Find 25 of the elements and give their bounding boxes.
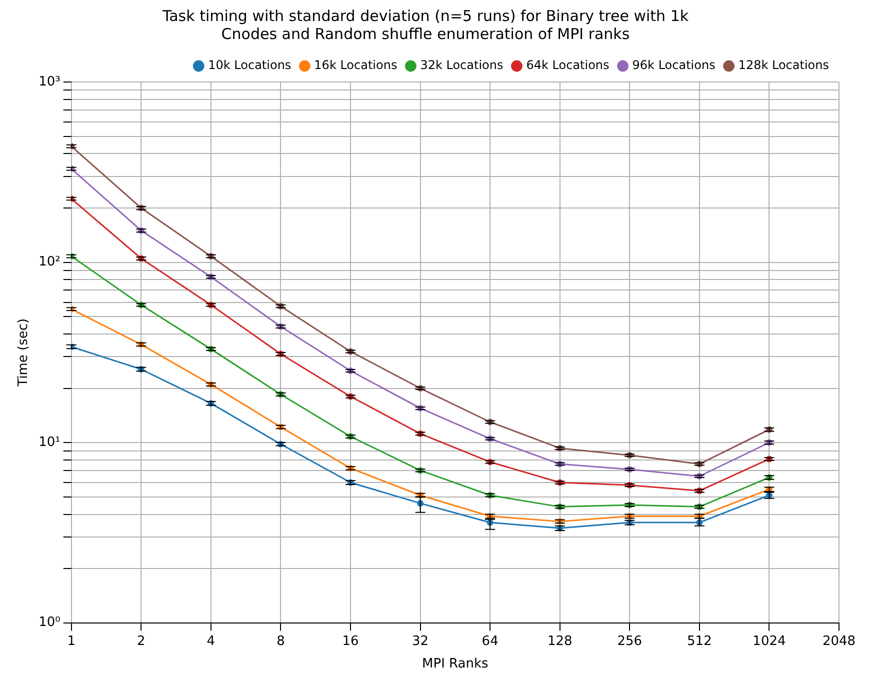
legend-label: 128k Locations [738, 58, 830, 72]
x-tick-label: 512 [687, 634, 712, 649]
x-tick-label: 8 [276, 634, 285, 649]
x-tick-label: 16 [342, 634, 359, 649]
y-tick-label: 10² [38, 254, 60, 270]
legend-label: 64k Locations [526, 58, 610, 72]
y-tick-label: 10³ [38, 74, 60, 90]
y-tick-label: 10⁰ [38, 615, 60, 630]
x-axis-title: MPI Ranks [422, 656, 489, 672]
x-tick-label: 1 [67, 634, 76, 649]
x-tick-label: 2 [137, 634, 146, 649]
x-tick-label: 2048 [822, 634, 856, 649]
x-tick-label: 1024 [752, 634, 786, 649]
legend-label: 16k Locations [314, 58, 398, 72]
y-tick-label: 10¹ [38, 434, 60, 450]
chart-title: Task timing with standard deviation (n=5 runs) for Binary tree with 1k Cnodes and Random shuffle enumeration of MPI ranks [161, 6, 689, 43]
x-tick-label: 64 [482, 634, 498, 649]
x-tick-label: 128 [547, 634, 572, 649]
x-tick-label: 256 [617, 634, 642, 649]
x-tick-label: 32 [412, 634, 429, 649]
legend-label: 96k Locations [632, 58, 716, 72]
legend-label: 10k Locations [208, 58, 292, 72]
legend-label: 32k Locations [420, 58, 504, 72]
y-axis-title: Time (sec) [16, 318, 32, 388]
x-tick-label: 4 [206, 634, 216, 649]
